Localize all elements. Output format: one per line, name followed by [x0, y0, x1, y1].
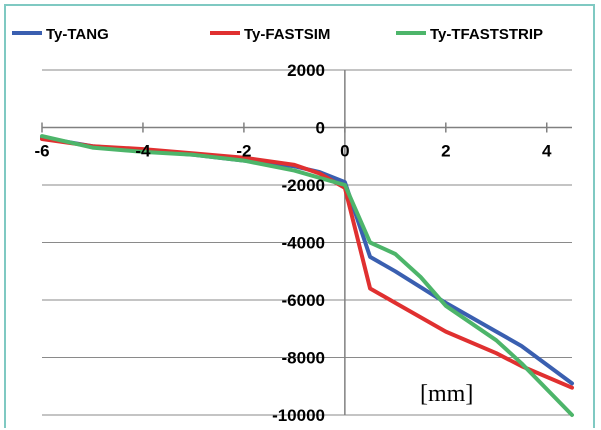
- legend-item: Ty-FASTSIM: [210, 26, 330, 43]
- x-tick-labels: -6 -4 -2 0 2 4: [34, 142, 552, 161]
- legend-item: Ty-TANG: [12, 26, 109, 43]
- x-tick-label: 2: [441, 142, 450, 161]
- x-tick-label: 0: [340, 142, 349, 161]
- series-lines: [40, 134, 574, 417]
- legend-item: Ty-TFASTSTRIP: [396, 26, 543, 43]
- y-tick-label: -4000: [282, 234, 325, 253]
- y-tick-label: -8000: [282, 349, 325, 368]
- legend-label: Ty-TFASTSTRIP: [430, 26, 543, 43]
- legend-label: Ty-TANG: [46, 26, 109, 43]
- y-tick-label: 2000: [287, 61, 325, 80]
- x-tick-label: 4: [542, 142, 552, 161]
- legend-label: Ty-FASTSIM: [244, 26, 330, 43]
- x-tick-label: -6: [34, 142, 49, 161]
- gridlines: [42, 69, 572, 416]
- axes: [41, 70, 572, 415]
- x-tick-label: -4: [135, 142, 151, 161]
- unit-annotation: [mm]: [420, 381, 473, 407]
- legend: Ty-TANG Ty-FASTSIM Ty-TFASTSTRIP: [12, 26, 543, 43]
- y-tick-label: -2000: [282, 176, 325, 195]
- y-tick-label: -10000: [272, 406, 325, 425]
- y-tick-labels: 2000 0 -2000 -4000 -6000 -8000 -10000: [272, 61, 325, 425]
- y-tick-label: -6000: [282, 291, 325, 310]
- x-tick-label: -2: [236, 142, 251, 161]
- y-tick-label: 0: [316, 119, 325, 138]
- series-line-3: [40, 134, 574, 417]
